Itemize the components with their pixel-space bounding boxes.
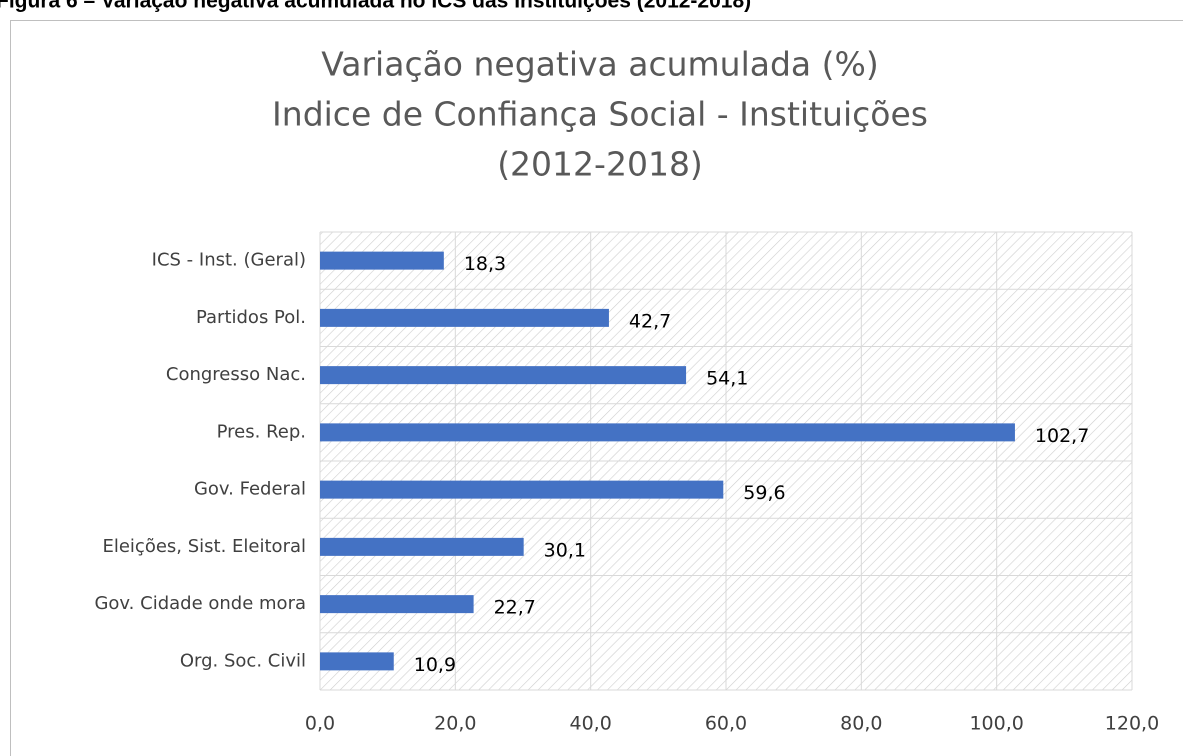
chart-title: Variação negativa acumulada (%) — [321, 45, 878, 84]
value-label: 59,6 — [743, 482, 785, 504]
value-label: 18,3 — [464, 253, 506, 275]
caption: Figura 6 – Variação negativa acumulada n… — [0, 0, 751, 13]
y-tick-label: Gov. Federal — [194, 479, 306, 500]
x-tick-label: 20,0 — [434, 713, 476, 735]
y-tick-label: Eleições, Sist. Eleitoral — [102, 536, 306, 557]
x-tick-label: 80,0 — [840, 713, 882, 735]
bar — [320, 251, 444, 270]
x-tick-label: 0,0 — [305, 713, 335, 735]
chart-title: Indice de Confiança Social - Instituiçõe… — [272, 95, 928, 134]
value-label: 102,7 — [1035, 425, 1089, 447]
bar — [320, 480, 724, 499]
x-tick-label: 40,0 — [570, 713, 612, 735]
y-tick-label: Gov. Cidade onde mora — [94, 593, 306, 614]
bar — [320, 652, 394, 671]
y-tick-label: Partidos Pol. — [196, 307, 306, 328]
bar — [320, 423, 1015, 442]
bar — [320, 366, 687, 385]
bar — [320, 308, 609, 327]
chart-title: (2012-2018) — [497, 145, 703, 184]
value-label: 54,1 — [706, 368, 748, 390]
bar — [320, 595, 474, 614]
value-label: 10,9 — [414, 654, 456, 676]
value-label: 42,7 — [629, 310, 671, 332]
y-tick-label: ICS - Inst. (Geral) — [152, 250, 306, 271]
x-tick-label: 60,0 — [705, 713, 747, 735]
y-tick-label: Org. Soc. Civil — [180, 650, 306, 671]
y-tick-label: Pres. Rep. — [217, 421, 306, 442]
value-label: 22,7 — [494, 597, 536, 619]
x-tick-label: 120,0 — [1105, 713, 1159, 735]
value-label: 30,1 — [544, 539, 586, 561]
y-tick-label: Congresso Nac. — [166, 364, 306, 385]
x-tick-label: 100,0 — [969, 713, 1023, 735]
bar — [320, 537, 524, 556]
